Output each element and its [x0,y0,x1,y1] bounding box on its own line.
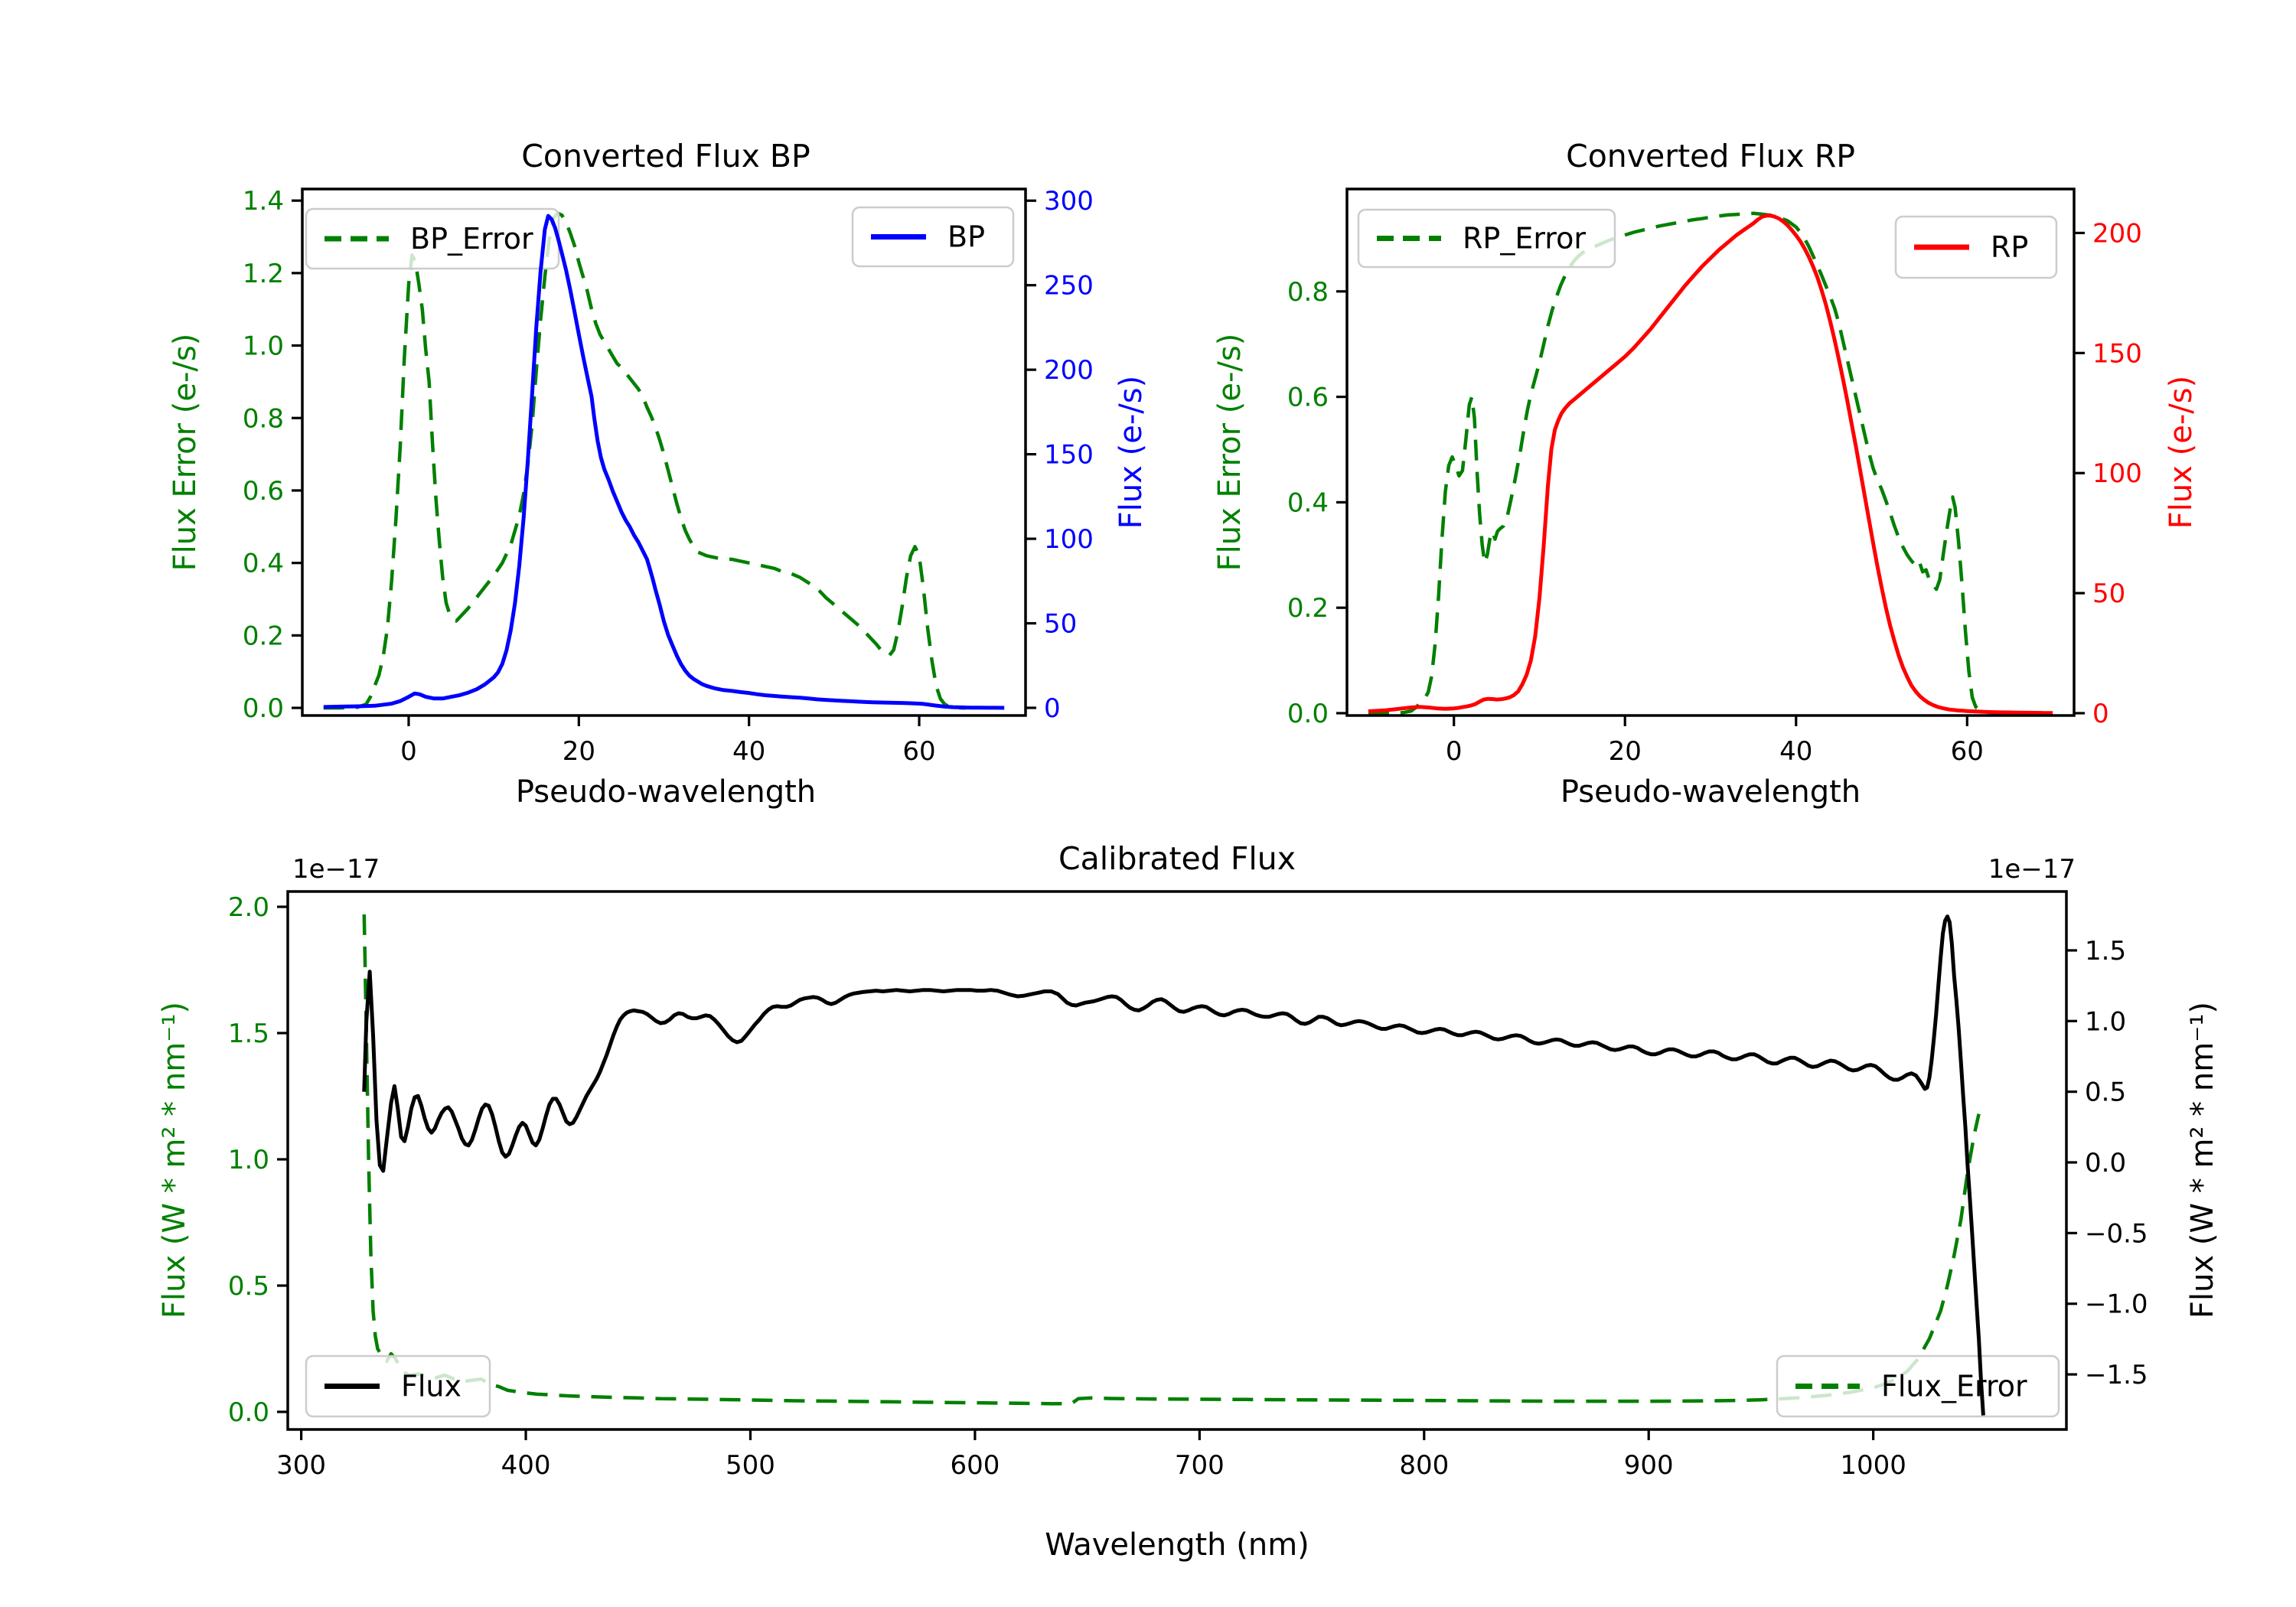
left-y-tick-label: 0.4 [243,549,284,579]
series-line-bp_error [323,211,967,710]
right-y-tick-label: 100 [1044,524,1094,555]
legend-bp_error: BP_Error [305,207,560,270]
series-line-rp [1368,214,2053,715]
legend-label-flux_error: Flux_Error [1881,1370,2027,1403]
right-y-tick-label: 150 [2092,338,2142,369]
cal-plot-title: Calibrated Flux [1058,840,1296,877]
left-y-tick-label: 2.0 [228,892,269,923]
right-y-tick-label: 100 [2092,458,2142,489]
right-y-tick-label: 150 [1044,440,1094,471]
x-tick-label: 40 [1779,736,1812,767]
rp-left-yaxis-label: Flux Error (e-/s) [1212,333,1247,572]
cal-right-yaxis-label: Flux (W * m² * nm⁻¹) [2185,1002,2220,1319]
right-y-tick-label: 0.0 [2085,1148,2126,1178]
left-y-tick-label: 0.0 [1287,699,1329,729]
legend-label-flux: Flux [401,1370,461,1403]
bp-plot-title: Converted Flux BP [521,138,810,174]
left-y-tick-label: 0.0 [228,1397,269,1428]
x-tick-label: 20 [563,736,595,767]
right-y-tick-label: 200 [2092,218,2142,249]
left-y-tick-label: 1.0 [243,331,284,362]
x-tick-label: 300 [276,1450,326,1481]
x-tick-label: 20 [1609,736,1642,767]
axes-frame [286,890,2068,1431]
left-y-tick-label: 0.8 [1287,277,1329,308]
left-y-tick-label: 1.2 [243,259,284,289]
left-y-tick-label: 1.0 [228,1145,269,1175]
chart-cal: Flux_Error Flux 300 400 500 600 700 800 900 1000 0… [228,890,2148,1481]
x-tick-label: 800 [1399,1450,1449,1481]
axes-frame [301,187,1027,717]
rp-plot-title: Converted Flux RP [1566,138,1855,174]
x-tick-label: 1000 [1840,1450,1906,1481]
series-line-bp [323,214,1005,710]
legend-flux: Flux [305,1354,491,1418]
rp-right-yaxis-label: Flux (e-/s) [2164,375,2199,530]
bp-left-yaxis-label: Flux Error (e-/s) [168,333,203,572]
bp-xaxis-label: Pseudo-wavelength [515,774,817,810]
chart-rp: RP_Error RP 0 20 40 60 0.0 0.2 0.4 0.6 0.8 0 50 100 15… [1287,187,2142,767]
cal-left-yaxis-label: Flux (W * m² * nm⁻¹) [157,1002,192,1319]
right-y-tick-label: 0 [2092,699,2109,729]
right-y-tick-label: −1.5 [2085,1360,2148,1390]
right-y-tick-label: −1.0 [2085,1289,2148,1320]
x-tick-label: 60 [1951,736,1984,767]
chart-bp: BP_Error BP 0 20 40 60 0.0 0.2 0.4 0.6 0.8 1.0 1.2 1.… [243,186,1094,767]
legend-flux_error: Flux_Error [1776,1354,2060,1418]
cal-left-axis-offset: 1e−17 [292,854,380,885]
x-tick-label: 0 [400,736,417,767]
left-y-tick-label: 0.0 [243,693,284,724]
x-tick-label: 60 [902,736,935,767]
cal-right-axis-offset: 1e−17 [1988,854,2076,885]
series-line-flux [362,914,1985,1416]
bp-right-yaxis-label: Flux (e-/s) [1114,375,1149,530]
left-y-tick-label: 0.2 [1287,593,1329,624]
x-tick-label: 900 [1624,1450,1674,1481]
x-tick-label: 500 [726,1450,775,1481]
legend-label-bp: BP [947,220,985,254]
x-tick-label: 40 [732,736,765,767]
right-y-tick-label: 0.5 [2085,1077,2126,1108]
x-tick-label: 400 [501,1450,551,1481]
x-tick-label: 600 [950,1450,1000,1481]
right-y-tick-label: 50 [2092,579,2125,609]
left-y-tick-label: 1.4 [243,186,284,217]
axes-frame [1345,187,2076,717]
right-y-tick-label: 1.0 [2085,1006,2126,1037]
x-tick-label: 0 [1446,736,1463,767]
left-y-tick-label: 0.2 [243,621,284,651]
right-y-tick-label: 50 [1044,609,1077,640]
right-y-tick-label: 250 [1044,271,1094,302]
left-y-tick-label: 0.8 [243,403,284,434]
cal-xaxis-label: Wavelength (nm) [1045,1527,1309,1563]
legend-rp: RP [1894,215,2058,279]
legend-rp_error: RP_Error [1357,208,1616,269]
legend-label-bp_error: BP_Error [410,222,533,256]
x-tick-label: 700 [1175,1450,1225,1481]
right-y-tick-label: 300 [1044,186,1094,217]
left-y-tick-label: 0.6 [243,476,284,507]
legend-label-rp_error: RP_Error [1463,222,1586,256]
legend-label-rp: RP [1991,230,2028,264]
left-y-tick-label: 0.6 [1287,383,1329,413]
left-y-tick-label: 1.5 [228,1019,269,1049]
right-y-tick-label: −0.5 [2085,1218,2148,1249]
right-y-tick-label: 200 [1044,355,1094,386]
series-line-rp_error [1368,211,2014,715]
right-y-tick-label: 1.5 [2085,936,2126,966]
rp-xaxis-label: Pseudo-wavelength [1560,774,1861,810]
series-line-flux_error [362,914,1981,1406]
legend-bp: BP [851,206,1015,268]
left-y-tick-label: 0.4 [1287,487,1329,518]
left-y-tick-label: 0.5 [228,1271,269,1302]
right-y-tick-label: 0 [1044,693,1061,724]
